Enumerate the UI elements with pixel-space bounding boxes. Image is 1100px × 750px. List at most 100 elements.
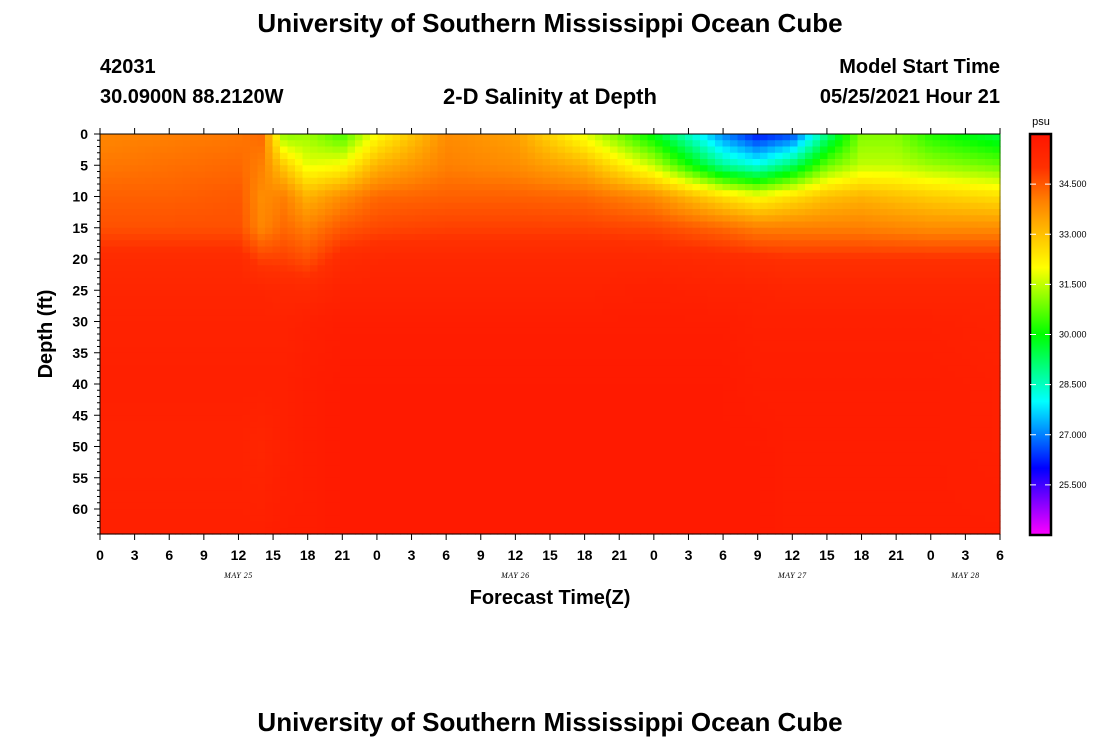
heatmap-cell [842, 184, 851, 191]
heatmap-cell [467, 390, 476, 398]
heatmap-cell [497, 215, 506, 223]
heatmap-cell [107, 327, 116, 335]
heatmap-cell [715, 234, 724, 241]
heatmap-cell [902, 315, 911, 323]
heatmap-cell [625, 365, 634, 373]
heatmap-cell [227, 371, 236, 379]
heatmap-cell [962, 302, 971, 310]
heatmap-cell [670, 340, 679, 348]
heatmap-cell [632, 302, 641, 310]
heatmap-cell [415, 227, 424, 235]
heatmap-cell [460, 146, 469, 154]
heatmap-cell [745, 277, 754, 285]
heatmap-cell [100, 271, 109, 279]
heatmap-cell [865, 302, 874, 310]
heatmap-cell [647, 146, 656, 154]
heatmap-cell [497, 196, 506, 204]
heatmap-cell [707, 246, 716, 254]
heatmap-cell [115, 365, 124, 373]
heatmap-cell [940, 327, 949, 335]
heatmap-cell [542, 390, 551, 398]
heatmap-cell [745, 190, 754, 198]
heatmap-cell [280, 202, 289, 210]
heatmap-cell [947, 165, 956, 173]
heatmap-cell [385, 284, 394, 291]
heatmap-cell [730, 284, 739, 291]
heatmap-cell [205, 221, 214, 229]
heatmap-cell [437, 371, 446, 379]
heatmap-cell [340, 252, 349, 260]
heatmap-cell [902, 352, 911, 360]
heatmap-cell [265, 171, 274, 179]
heatmap-cell [602, 209, 611, 216]
heatmap-cell [647, 215, 656, 223]
heatmap-cell [812, 271, 821, 279]
heatmap-cell [415, 371, 424, 379]
heatmap-cell [422, 152, 431, 160]
heatmap-cell [137, 202, 146, 210]
heatmap-cell [400, 309, 409, 316]
heatmap-cell [715, 296, 724, 304]
heatmap-cell [887, 159, 896, 166]
heatmap-cell [385, 271, 394, 279]
heatmap-cell [542, 340, 551, 348]
heatmap-cell [415, 159, 424, 166]
heatmap-cell [527, 259, 536, 266]
heatmap-cell [632, 177, 641, 185]
heatmap-cell [812, 365, 821, 373]
heatmap-cell [745, 321, 754, 329]
heatmap-cell [782, 190, 791, 198]
heatmap-cell [385, 321, 394, 329]
heatmap-cell [542, 321, 551, 329]
heatmap-cell [632, 202, 641, 210]
heatmap-cell [460, 327, 469, 335]
heatmap-cell [130, 277, 139, 285]
heatmap-cell [152, 134, 161, 141]
heatmap-cell [422, 377, 431, 385]
heatmap-cell [235, 352, 244, 360]
heatmap-cell [392, 377, 401, 385]
heatmap-cell [767, 321, 776, 329]
heatmap-cell [910, 346, 919, 354]
heatmap-cell [700, 377, 709, 385]
heatmap-cell [212, 202, 221, 210]
heatmap-cell [985, 340, 994, 348]
heatmap-cell [730, 159, 739, 166]
heatmap-cell [662, 371, 671, 379]
heatmap-cell [512, 184, 521, 191]
heatmap-cell [632, 365, 641, 373]
heatmap-cell [400, 384, 409, 391]
heatmap-cell [550, 365, 559, 373]
heatmap-cell [797, 234, 806, 241]
heatmap-cell [737, 309, 746, 316]
heatmap-cell [962, 365, 971, 373]
heatmap-cell [947, 271, 956, 279]
heatmap-cell [197, 277, 206, 285]
heatmap-cell [437, 284, 446, 291]
heatmap-cell [595, 140, 604, 148]
heatmap-cell [115, 327, 124, 335]
heatmap-cell [257, 390, 266, 398]
heatmap-cell [400, 284, 409, 291]
heatmap-cell [790, 227, 799, 235]
heatmap-cell [925, 190, 934, 198]
heatmap-cell [625, 227, 634, 235]
heatmap-cell [850, 352, 859, 360]
heatmap-cell [325, 196, 334, 204]
heatmap-cell [595, 271, 604, 279]
heatmap-cell [392, 246, 401, 254]
heatmap-cell [557, 284, 566, 291]
heatmap-cell [610, 209, 619, 216]
heatmap-cell [745, 171, 754, 179]
heatmap-cell [212, 365, 221, 373]
heatmap-cell [775, 190, 784, 198]
heatmap-cell [227, 327, 236, 335]
heatmap-cell [992, 371, 1001, 379]
heatmap-cell [805, 371, 814, 379]
heatmap-cell [437, 365, 446, 373]
heatmap-cell [197, 146, 206, 154]
heatmap-cell [677, 309, 686, 316]
heatmap-cell [587, 265, 596, 273]
heatmap-cell [115, 246, 124, 254]
heatmap-cell [235, 309, 244, 316]
